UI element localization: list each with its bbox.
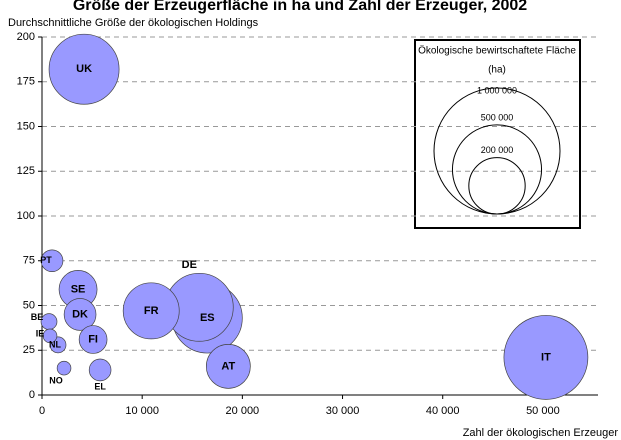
bubble xyxy=(78,325,108,354)
x-tick-label: 50 000 xyxy=(526,405,560,417)
bubble-label: EL xyxy=(94,381,106,391)
bubble xyxy=(205,344,251,389)
bubble xyxy=(40,313,58,330)
size-legend-circle xyxy=(468,157,526,215)
size-legend-unit: (ha) xyxy=(488,65,506,76)
size-legend-box xyxy=(414,39,581,229)
size-legend-label: 1 000 000 xyxy=(477,85,517,95)
bubble xyxy=(48,33,120,105)
size-legend-label: 500 000 xyxy=(481,112,514,122)
y-tick-label: 0 xyxy=(29,389,35,401)
y-tick-label: 50 xyxy=(23,299,35,311)
bubble-label: ES xyxy=(200,312,215,324)
bubble-label: DK xyxy=(72,308,88,320)
bubble xyxy=(56,360,72,376)
bubble xyxy=(503,315,589,400)
y-tick-label: 200 xyxy=(17,31,35,43)
x-tick-label: 0 xyxy=(39,405,45,417)
bubble-label: FI xyxy=(88,333,98,345)
size-legend-title: Ökologische bewirtschaftete Fläche xyxy=(418,45,576,57)
size-legend-label: 200 000 xyxy=(481,145,514,155)
bubble-label: FR xyxy=(144,305,159,317)
x-tick-label: 20 000 xyxy=(226,405,260,417)
bubble xyxy=(42,328,58,344)
bubble-label: UK xyxy=(76,63,92,75)
y-tick-label: 125 xyxy=(17,165,35,177)
x-axis-label: Zahl der ökologischen Erzeuger xyxy=(463,427,619,439)
x-tick-label: 40 000 xyxy=(426,405,460,417)
x-tick-label: 30 000 xyxy=(326,405,360,417)
bubble-label: AT xyxy=(221,360,235,372)
bubble-label: PT xyxy=(40,255,52,265)
bubble xyxy=(40,249,64,273)
y-tick-label: 75 xyxy=(23,255,35,267)
y-axis-label: Durchschnittliche Größe der ökologischen… xyxy=(8,17,259,29)
chart-title: Größe der Erzeugerfläche in ha und Zahl … xyxy=(73,0,527,14)
y-tick-label: 100 xyxy=(17,210,35,222)
bubble-label: IT xyxy=(541,351,551,363)
bubble xyxy=(122,282,180,340)
bubble-label: DE xyxy=(182,259,197,271)
y-tick-label: 25 xyxy=(23,344,35,356)
bubble xyxy=(63,298,97,331)
bubble-label: NL xyxy=(49,339,61,349)
y-tick-label: 150 xyxy=(17,120,35,132)
bubble xyxy=(88,358,112,382)
x-tick-label: 10 000 xyxy=(125,405,159,417)
bubble-label: IE xyxy=(36,328,45,338)
y-tick-label: 175 xyxy=(17,76,35,88)
bubble-label: SE xyxy=(71,283,86,295)
bubble-label: BE xyxy=(31,312,44,322)
bubble-label: NO xyxy=(49,376,63,386)
